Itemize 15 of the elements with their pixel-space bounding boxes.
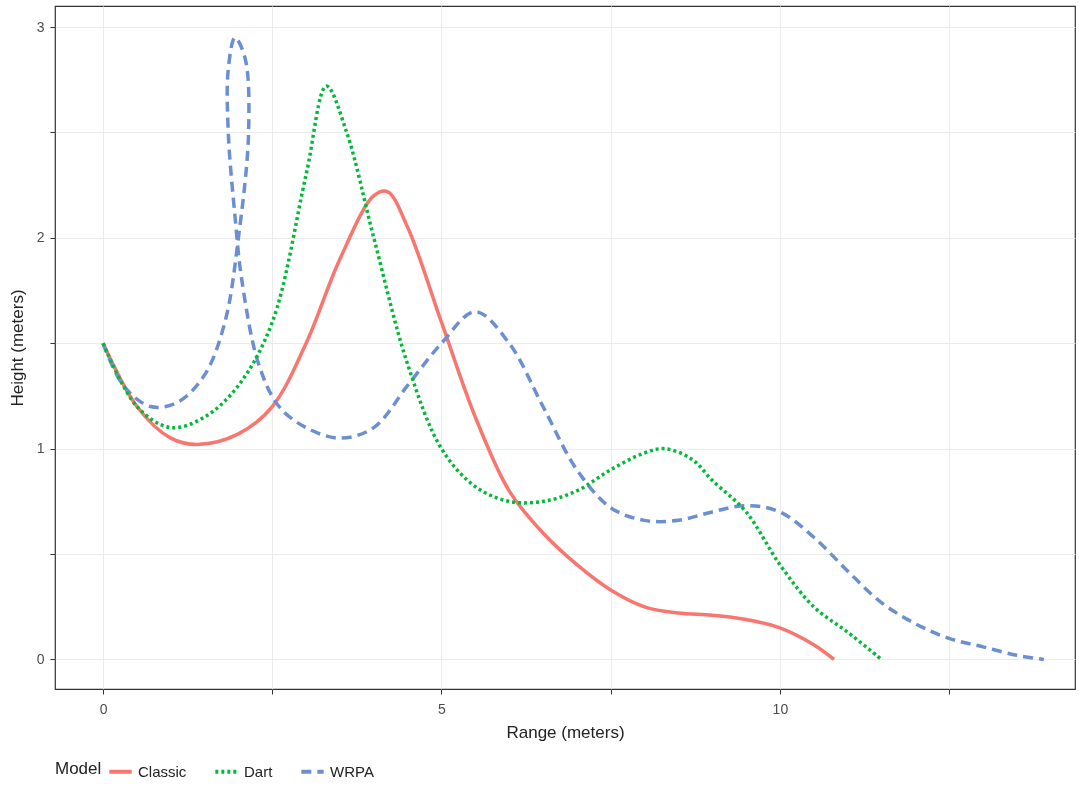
- legend-title: Model: [55, 759, 102, 778]
- legend-label: Classic: [138, 762, 187, 780]
- y-tick-label: 0: [36, 650, 45, 667]
- legend-label: WRPA: [330, 762, 374, 780]
- x-tick-label: 0: [99, 700, 108, 717]
- x-axis-title: Range (meters): [506, 722, 625, 742]
- y-axis-title: Height (meters): [7, 289, 27, 407]
- x-tick-label: 10: [772, 700, 789, 717]
- y-tick-label: 3: [36, 18, 45, 35]
- y-tick-label: 1: [36, 440, 45, 457]
- x-tick-label: 5: [438, 700, 447, 717]
- legend-label: Dart: [244, 762, 274, 780]
- line-series: [101, 84, 884, 662]
- y-tick-label: 2: [36, 229, 45, 246]
- line-series: [101, 35, 1046, 662]
